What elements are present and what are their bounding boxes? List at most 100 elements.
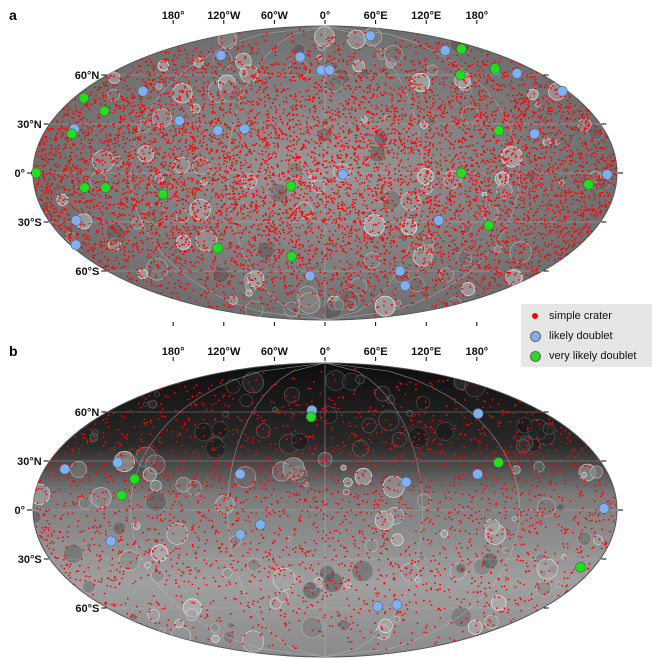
- simple-crater-point: [260, 274, 263, 277]
- simple-crater-point: [97, 171, 100, 174]
- simple-crater-point: [520, 110, 522, 113]
- simple-crater-point: [525, 274, 528, 277]
- simple-crater-point: [349, 306, 352, 309]
- simple-crater-point: [427, 226, 430, 229]
- simple-crater-point: [216, 178, 219, 181]
- simple-crater-point: [163, 138, 166, 141]
- simple-crater-point: [194, 261, 197, 264]
- simple-crater-point: [551, 84, 554, 87]
- simple-crater-point: [508, 261, 510, 264]
- simple-crater-point: [331, 91, 334, 94]
- simple-crater-point: [298, 207, 301, 210]
- simple-crater-point: [462, 237, 464, 239]
- simple-crater-point: [105, 80, 108, 83]
- simple-crater-point: [156, 91, 159, 93]
- simple-crater-point: [400, 133, 402, 135]
- simple-crater-point: [309, 168, 312, 171]
- simple-crater-point: [523, 242, 526, 245]
- simple-crater-point: [596, 160, 599, 163]
- simple-crater-point: [468, 266, 471, 269]
- simple-crater-point: [281, 121, 283, 123]
- simple-crater-point: [327, 196, 330, 199]
- simple-crater-point: [564, 142, 567, 145]
- simple-crater-point: [322, 181, 325, 183]
- simple-crater-point: [128, 113, 131, 115]
- simple-crater-point: [561, 252, 563, 255]
- simple-crater-point: [429, 177, 431, 180]
- simple-crater-point: [496, 89, 498, 92]
- simple-crater-point: [558, 129, 560, 132]
- simple-crater-point: [268, 188, 271, 191]
- simple-crater-point: [353, 271, 355, 274]
- simple-crater-point: [266, 147, 269, 150]
- simple-crater-point: [162, 164, 165, 167]
- simple-crater-point: [225, 111, 227, 114]
- simple-crater-point: [83, 145, 86, 148]
- simple-crater-point: [183, 179, 186, 182]
- simple-crater-point: [468, 233, 471, 236]
- simple-crater-point: [450, 70, 452, 73]
- simple-crater-point: [145, 212, 148, 214]
- simple-crater-point: [150, 91, 152, 94]
- simple-crater-point: [434, 305, 437, 308]
- simple-crater-point: [164, 218, 167, 221]
- simple-crater-point: [385, 137, 388, 140]
- simple-crater-point: [368, 72, 370, 75]
- simple-crater-point: [437, 299, 440, 302]
- simple-crater-point: [471, 278, 473, 280]
- simple-crater-point: [234, 162, 237, 165]
- simple-crater-point: [457, 119, 459, 122]
- simple-crater-point: [260, 302, 263, 305]
- simple-crater-point: [184, 114, 187, 117]
- simple-crater-point: [397, 178, 399, 180]
- simple-crater-point: [528, 159, 531, 162]
- simple-crater-point: [541, 152, 543, 155]
- simple-crater-point: [145, 204, 148, 207]
- simple-crater-point: [450, 107, 453, 109]
- simple-crater-point: [512, 67, 514, 70]
- simple-crater-point: [537, 174, 539, 177]
- simple-crater-point: [342, 42, 345, 45]
- simple-crater-point: [393, 264, 396, 267]
- simple-crater-point: [172, 253, 175, 255]
- simple-crater-point: [112, 151, 115, 154]
- simple-crater-point: [143, 158, 146, 161]
- simple-crater-point: [447, 251, 450, 254]
- simple-crater-point: [286, 88, 289, 90]
- simple-crater-point: [136, 193, 139, 196]
- simple-crater-point: [78, 134, 81, 137]
- simple-crater-point: [214, 80, 217, 83]
- terrain-crater: [352, 59, 365, 73]
- simple-crater-point: [408, 84, 410, 86]
- simple-crater-point: [581, 205, 583, 208]
- simple-crater-point: [193, 248, 196, 251]
- simple-crater-point: [376, 83, 379, 86]
- simple-crater-point: [375, 104, 378, 107]
- simple-crater-point: [231, 190, 234, 193]
- simple-crater-point: [363, 199, 366, 202]
- simple-crater-point: [560, 177, 563, 179]
- simple-crater-point: [175, 82, 178, 84]
- simple-crater-point: [448, 194, 451, 196]
- simple-crater-point: [438, 133, 441, 136]
- simple-crater-point: [102, 266, 105, 269]
- simple-crater-point: [64, 234, 67, 237]
- simple-crater-point: [124, 205, 127, 208]
- simple-crater-point: [563, 227, 566, 230]
- terrain-crater: [137, 119, 151, 133]
- simple-crater-point: [272, 226, 275, 228]
- simple-crater-point: [140, 275, 143, 278]
- simple-crater-point: [283, 278, 286, 281]
- simple-crater-point: [124, 233, 127, 236]
- simple-crater-point: [157, 169, 159, 172]
- simple-crater-point: [307, 282, 310, 285]
- simple-crater-point: [416, 121, 419, 123]
- simple-crater-point: [318, 139, 321, 141]
- simple-crater-point: [64, 198, 66, 201]
- simple-crater-point: [130, 117, 132, 120]
- simple-crater-point: [287, 266, 290, 268]
- simple-crater-point: [548, 125, 551, 128]
- simple-crater-point: [425, 140, 427, 143]
- simple-crater-point: [317, 193, 320, 196]
- simple-crater-point: [544, 86, 546, 89]
